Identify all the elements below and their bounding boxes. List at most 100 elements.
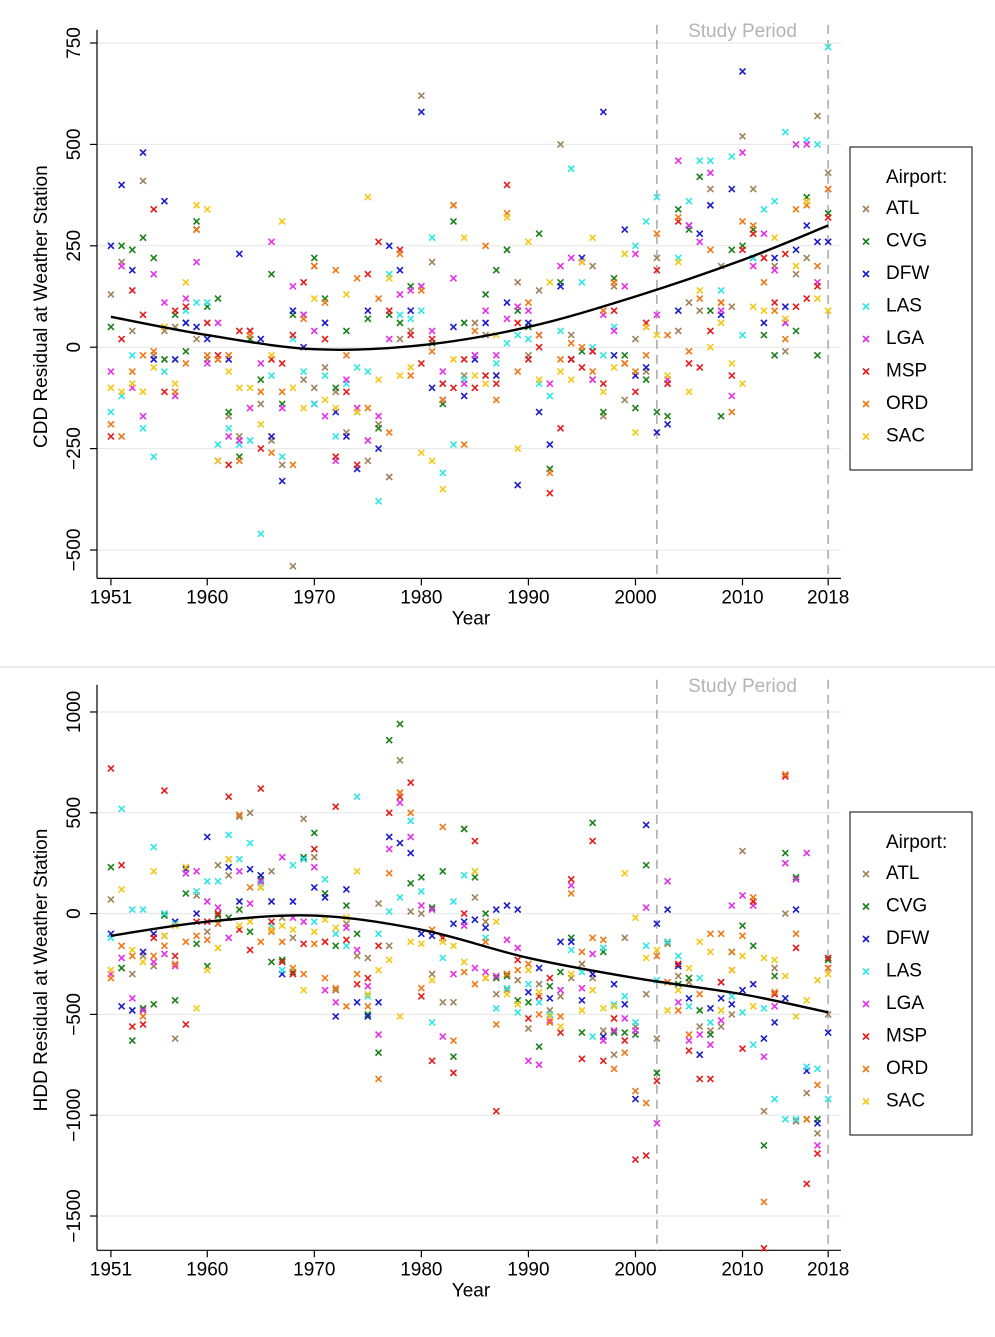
point (160, 367, 169, 376)
point (182, 303, 190, 311)
point (524, 319, 532, 327)
point (514, 481, 522, 489)
point (235, 457, 243, 465)
point (503, 339, 511, 347)
point (482, 910, 490, 918)
point (310, 883, 318, 891)
point (524, 966, 532, 974)
point (503, 299, 511, 307)
point (150, 867, 158, 875)
point (342, 901, 350, 910)
point (535, 998, 543, 1006)
point (567, 881, 575, 889)
point (696, 157, 704, 165)
point (439, 380, 447, 388)
point (460, 234, 468, 242)
point (535, 376, 543, 384)
point (642, 954, 650, 962)
trend-line (110, 224, 829, 352)
point (278, 388, 286, 396)
point (653, 952, 661, 960)
point (342, 432, 350, 441)
point (771, 956, 779, 964)
x-tick-label: 1990 (507, 1259, 549, 1280)
point (439, 469, 447, 477)
point (706, 1018, 714, 1027)
point (717, 299, 725, 307)
point (460, 355, 468, 363)
point (492, 266, 500, 274)
point (449, 942, 458, 950)
point (203, 351, 211, 359)
point (257, 938, 265, 946)
point (738, 891, 747, 900)
point (332, 924, 340, 932)
point (749, 262, 757, 270)
point (578, 960, 586, 968)
point (439, 485, 447, 493)
point (449, 1037, 458, 1045)
point (300, 853, 308, 861)
point (364, 1010, 372, 1018)
point (578, 343, 586, 351)
point (792, 944, 800, 952)
point (471, 964, 479, 972)
point (171, 355, 179, 363)
point (696, 286, 704, 294)
point (107, 764, 115, 772)
point (374, 238, 383, 246)
legend-label: SAC (886, 426, 925, 447)
point (621, 351, 629, 359)
point (706, 1031, 714, 1039)
point (781, 303, 789, 311)
point (267, 867, 276, 875)
point (771, 1018, 779, 1027)
point (225, 855, 233, 863)
point (664, 372, 672, 380)
point (567, 970, 575, 978)
point (738, 132, 747, 140)
point (578, 1055, 586, 1063)
point (407, 315, 415, 323)
point (824, 238, 832, 246)
point (738, 1045, 747, 1053)
point (118, 181, 126, 189)
point (599, 944, 607, 952)
point (118, 432, 126, 441)
point (524, 307, 532, 315)
point (599, 380, 607, 388)
point (192, 226, 201, 234)
point (289, 282, 297, 290)
point (685, 197, 693, 205)
point (589, 950, 597, 958)
point (246, 384, 254, 392)
point (353, 408, 361, 416)
point (578, 984, 586, 992)
y-tick-label: 0 (64, 342, 85, 353)
point (118, 964, 126, 972)
point (599, 1004, 607, 1012)
point (396, 720, 404, 728)
point (321, 986, 329, 994)
point (118, 1002, 126, 1010)
point (610, 1002, 618, 1010)
point (738, 922, 747, 930)
point (203, 299, 211, 307)
point (631, 428, 640, 436)
legend-marker (862, 432, 870, 441)
point (813, 1081, 822, 1089)
legend-label: DFW (886, 263, 929, 284)
point (706, 1004, 714, 1012)
point (642, 376, 650, 384)
point (589, 376, 597, 384)
point (332, 803, 340, 811)
point (728, 1010, 736, 1018)
point (310, 845, 318, 853)
point (160, 197, 169, 205)
y-axis-label: HDD Residual at Weather Station (31, 829, 52, 1112)
point (578, 363, 586, 372)
point (267, 238, 276, 246)
point (567, 938, 575, 946)
point (128, 1037, 136, 1045)
x-tick-label: 2010 (721, 1259, 763, 1280)
